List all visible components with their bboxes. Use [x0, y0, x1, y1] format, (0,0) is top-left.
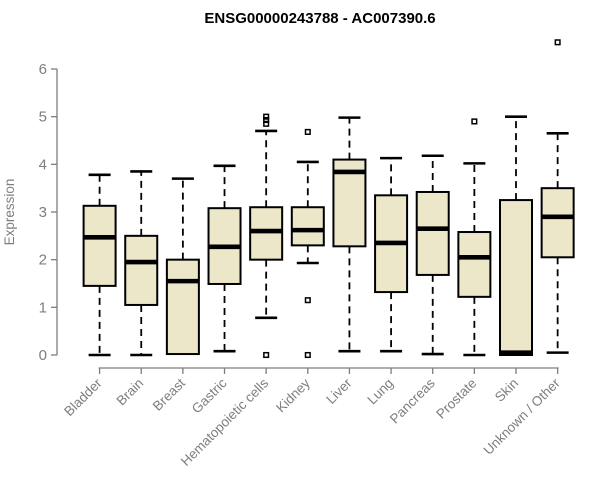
- boxes: [82, 39, 575, 359]
- boxplot-gastric: [207, 164, 242, 353]
- y-tick-label: 5: [39, 109, 47, 126]
- outlier-point: [263, 120, 270, 127]
- y-tick-label: 0: [39, 347, 47, 364]
- x-tick-label-group: Liver: [323, 375, 355, 407]
- iqr-box: [290, 206, 325, 247]
- x-tick-label: Bladder: [61, 375, 105, 419]
- outlier-point: [304, 128, 311, 135]
- chart-title: ENSG00000243788 - AC007390.6: [204, 10, 435, 27]
- x-tick-label-group: Pancreas: [387, 375, 438, 426]
- outlier-point: [304, 351, 311, 359]
- boxplot-bladder: [82, 173, 117, 357]
- y-tick-label: 1: [39, 299, 47, 316]
- outlier-point: [554, 39, 561, 46]
- y-tick-label: 3: [39, 204, 47, 221]
- outlier-point: [263, 113, 270, 120]
- x-tick-label: Breast: [150, 375, 188, 413]
- x-tick-label-group: Unknown / Other: [481, 375, 564, 458]
- outlier-point: [263, 351, 270, 359]
- boxplot-prostate: [457, 118, 492, 357]
- y-axis-label: Expression: [2, 179, 17, 246]
- outlier-point: [304, 297, 311, 304]
- x-tick-label-group: Gastric: [189, 375, 230, 416]
- boxplot-brain: [124, 170, 159, 357]
- x-tick-label-group: Prostate: [433, 376, 479, 422]
- x-tick-label-group: Brain: [113, 376, 146, 409]
- iqr-box: [165, 258, 200, 356]
- iqr-box: [249, 206, 284, 261]
- boxplot-breast: [165, 177, 200, 356]
- x-tick-label: Prostate: [433, 376, 479, 422]
- x-tick-label: Kidney: [273, 375, 313, 415]
- x-tick-label: Brain: [113, 376, 146, 409]
- x-tick-label: Liver: [323, 375, 355, 407]
- iqr-box: [124, 234, 159, 306]
- boxplot-skin: [499, 115, 533, 356]
- outlier-point: [263, 116, 270, 124]
- boxplot-lung: [374, 156, 409, 353]
- x-tick-label: Lung: [364, 376, 396, 408]
- x-tick-label: Pancreas: [387, 375, 438, 426]
- iqr-box: [415, 190, 450, 276]
- x-tick-label: Gastric: [189, 375, 230, 416]
- x-tick-label-group: Breast: [150, 375, 188, 413]
- iqr-box: [540, 187, 575, 259]
- iqr-box: [457, 231, 492, 298]
- x-tick-label-group: Skin: [492, 376, 521, 405]
- x-tick-label-group: Kidney: [273, 375, 313, 415]
- outlier-point: [471, 118, 478, 125]
- iqr-box: [82, 204, 117, 287]
- y-tick-label: 6: [39, 61, 47, 78]
- iqr-box: [499, 199, 533, 356]
- boxplot-liver: [332, 116, 367, 353]
- x-tick-label: Unknown / Other: [481, 375, 564, 458]
- boxplot-kidney: [290, 128, 325, 359]
- x-tick-label: Skin: [492, 376, 521, 405]
- boxplot-unknown-other: [540, 39, 575, 354]
- boxplot-pancreas: [415, 154, 450, 356]
- x-tick-label-group: Bladder: [61, 375, 105, 419]
- y-tick-label: 4: [39, 156, 47, 173]
- y-tick-label: 2: [39, 252, 47, 269]
- boxplot-hematopoietic-cells: [249, 113, 284, 359]
- x-tick-label-group: Lung: [364, 376, 396, 408]
